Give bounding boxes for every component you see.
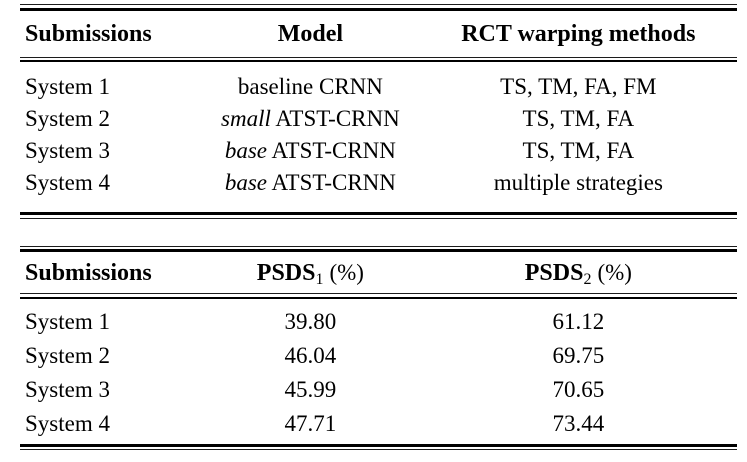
header-rct-warping-methods: RCT warping methods bbox=[461, 20, 696, 47]
psds2-subscript: 2 bbox=[583, 270, 592, 288]
psds2-unit: (%) bbox=[597, 259, 632, 285]
model-name: CRNN bbox=[318, 73, 383, 99]
psds2-value-cell: 70.65 bbox=[552, 377, 605, 402]
table-header-rule bbox=[20, 293, 737, 299]
systems-table-header-row: Submissions Model RCT warping methods bbox=[20, 11, 737, 57]
submission-cell: System 1 bbox=[25, 73, 110, 99]
model-variant: base bbox=[224, 137, 268, 163]
table-row: System 2 small ATST-CRNN TS, TM, FA bbox=[20, 102, 737, 134]
model-cell: base ATST-CRNN bbox=[192, 139, 429, 162]
psds1-value-cell: 47.71 bbox=[284, 411, 337, 436]
header-model: Model bbox=[277, 20, 344, 47]
submission-cell: System 4 bbox=[25, 169, 110, 195]
table-row: System 3 base ATST-CRNN TS, TM, FA bbox=[20, 134, 737, 166]
psds2-value-cell: 69.75 bbox=[552, 343, 605, 368]
systems-table-body: System 1 baseline CRNN TS, TM, FA, FM Sy… bbox=[20, 62, 737, 212]
model-cell: baseline CRNN bbox=[192, 75, 429, 98]
model-variant: base bbox=[224, 169, 268, 195]
psds2-value-cell: 73.44 bbox=[552, 411, 605, 436]
psds1-value-cell: 45.99 bbox=[284, 377, 337, 402]
model-name: ATST-CRNN bbox=[275, 105, 400, 131]
table-row: System 4 47.71 73.44 bbox=[20, 407, 737, 441]
methods-cell: multiple strategies bbox=[493, 169, 663, 195]
submission-cell: System 3 bbox=[25, 137, 110, 163]
methods-cell: TS, TM, FA bbox=[522, 105, 635, 131]
submission-cell: System 2 bbox=[25, 343, 110, 368]
psds1-subscript: 1 bbox=[315, 270, 324, 288]
results-table: Submissions PSDS1 (%) PSDS2 (%) System 1 3… bbox=[20, 245, 737, 450]
header-submissions: Submissions bbox=[25, 259, 152, 286]
header-submissions: Submissions bbox=[25, 20, 152, 47]
table-row: System 1 39.80 61.12 bbox=[20, 305, 737, 339]
table-row: System 2 46.04 69.75 bbox=[20, 339, 737, 373]
model-name: ATST-CRNN bbox=[271, 169, 396, 195]
model-cell: base ATST-CRNN bbox=[192, 171, 429, 194]
model-cell: small ATST-CRNN bbox=[192, 107, 429, 130]
table-bottom-rule bbox=[20, 212, 737, 219]
psds1-value-cell: 39.80 bbox=[284, 309, 337, 334]
model-variant: baseline bbox=[237, 73, 314, 99]
psds1-value-cell: 46.04 bbox=[284, 343, 337, 368]
results-table-body: System 1 39.80 61.12 System 2 46.04 69.7… bbox=[20, 299, 737, 444]
table-row: System 3 45.99 70.65 bbox=[20, 373, 737, 407]
header-psds2: PSDS2 (%) bbox=[429, 259, 737, 288]
psds1-unit: (%) bbox=[329, 259, 364, 285]
table-top-rule bbox=[20, 4, 737, 11]
psds1-label: PSDS bbox=[256, 259, 316, 286]
submission-cell: System 1 bbox=[25, 309, 110, 334]
model-name: ATST-CRNN bbox=[271, 137, 396, 163]
systems-table: Submissions Model RCT warping methods Sy… bbox=[20, 4, 737, 219]
psds2-value-cell: 61.12 bbox=[552, 309, 605, 334]
header-psds1: PSDS1 (%) bbox=[192, 259, 429, 288]
submission-cell: System 2 bbox=[25, 105, 110, 131]
methods-cell: TS, TM, FA, FM bbox=[500, 73, 657, 99]
table-row: System 4 base ATST-CRNN multiple strateg… bbox=[20, 166, 737, 198]
table-bottom-rule bbox=[20, 443, 737, 450]
table-header-rule bbox=[20, 56, 737, 62]
psds2-label: PSDS bbox=[524, 259, 584, 286]
submission-cell: System 3 bbox=[25, 377, 110, 402]
table-row: System 1 baseline CRNN TS, TM, FA, FM bbox=[20, 70, 737, 102]
methods-cell: TS, TM, FA bbox=[522, 137, 635, 163]
model-variant: small bbox=[221, 105, 271, 131]
results-table-header-row: Submissions PSDS1 (%) PSDS2 (%) bbox=[20, 252, 737, 293]
table-top-rule bbox=[20, 245, 737, 252]
paper-tables: Submissions Model RCT warping methods Sy… bbox=[20, 0, 737, 450]
submission-cell: System 4 bbox=[25, 411, 110, 436]
